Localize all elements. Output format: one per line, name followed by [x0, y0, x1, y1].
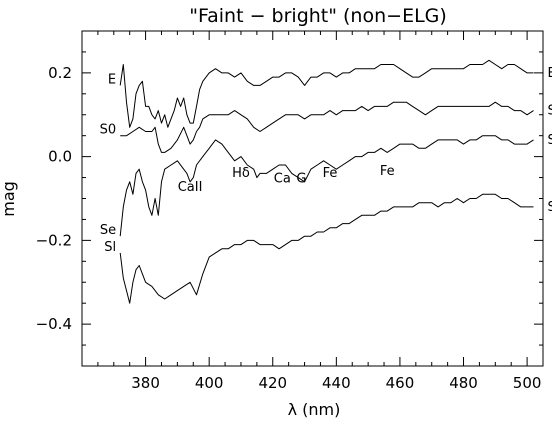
y-tick-label: −0.4: [36, 315, 72, 333]
y-tick-label: 0.0: [48, 148, 72, 166]
line-annotation: Fe: [380, 164, 395, 179]
x-tick-label: 420: [258, 374, 287, 392]
chart-title: "Faint − bright" (non−ELG): [189, 5, 447, 27]
series-left-label: E: [108, 72, 116, 87]
series-left-label: S0: [100, 123, 117, 138]
x-tick-label: 440: [322, 374, 351, 392]
x-tick-label: 380: [131, 374, 160, 392]
series-line-sl: [119, 193, 534, 304]
series-line-e: [119, 59, 534, 128]
line-annotation: Fe: [323, 166, 338, 181]
series-left-label: Sl: [104, 240, 116, 255]
line-annotation: CaII: [178, 180, 203, 195]
x-tick-label: 400: [195, 374, 224, 392]
series-right-label: E: [547, 66, 552, 81]
series-left-label: Se: [100, 223, 116, 238]
line-annotation: Ca: [274, 172, 291, 187]
series-line-se: [119, 135, 534, 237]
y-axis-label: mag: [0, 181, 18, 217]
line-annotation: G: [296, 172, 306, 187]
series-group: [119, 59, 534, 304]
x-tick-label: 480: [449, 374, 478, 392]
series-right-label: Sl: [547, 200, 552, 215]
series-right-label: Se: [547, 133, 552, 148]
axis-ticks: 380 400 420 440 460 480 500 −0.4 −0.2 0.0 0.2: [36, 30, 544, 392]
x-tick-label: 460: [386, 374, 415, 392]
line-annotation: Hδ: [232, 166, 250, 181]
series-line-s0: [120, 101, 534, 153]
y-tick-label: 0.2: [48, 64, 72, 82]
x-tick-label: 500: [513, 374, 542, 392]
series-labels: E E S0 S0 Se Se Sl Sl: [100, 66, 552, 255]
annotations: CaII Hδ Ca G Fe Fe: [178, 164, 395, 195]
x-axis-label: λ (nm): [288, 400, 341, 419]
y-tick-label: −0.2: [36, 231, 72, 249]
series-right-label: S0: [547, 104, 552, 119]
